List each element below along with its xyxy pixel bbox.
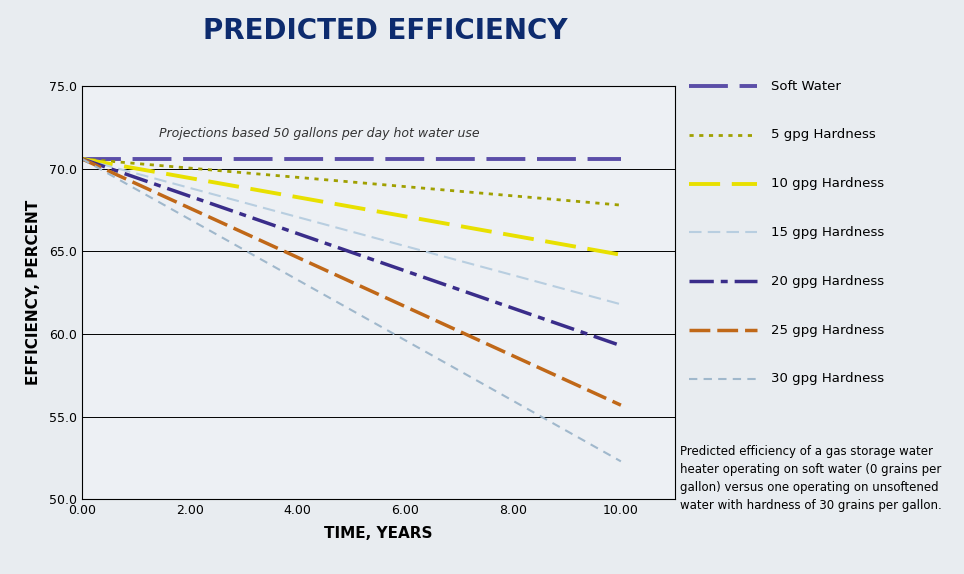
Text: Soft Water: Soft Water (771, 80, 841, 92)
Y-axis label: EFFICIENCY, PERCENT: EFFICIENCY, PERCENT (26, 200, 40, 385)
Text: 20 gpg Hardness: 20 gpg Hardness (771, 275, 884, 288)
Text: 25 gpg Hardness: 25 gpg Hardness (771, 324, 884, 336)
Text: Projections based 50 gallons per day hot water use: Projections based 50 gallons per day hot… (159, 127, 480, 141)
Text: 5 gpg Hardness: 5 gpg Hardness (771, 129, 876, 141)
X-axis label: TIME, YEARS: TIME, YEARS (324, 526, 433, 541)
Text: 10 gpg Hardness: 10 gpg Hardness (771, 177, 884, 190)
Text: PREDICTED EFFICIENCY: PREDICTED EFFICIENCY (203, 17, 568, 45)
Text: Predicted efficiency of a gas storage water
heater operating on soft water (0 gr: Predicted efficiency of a gas storage wa… (680, 445, 942, 512)
Text: 15 gpg Hardness: 15 gpg Hardness (771, 226, 884, 239)
Text: 30 gpg Hardness: 30 gpg Hardness (771, 373, 884, 385)
